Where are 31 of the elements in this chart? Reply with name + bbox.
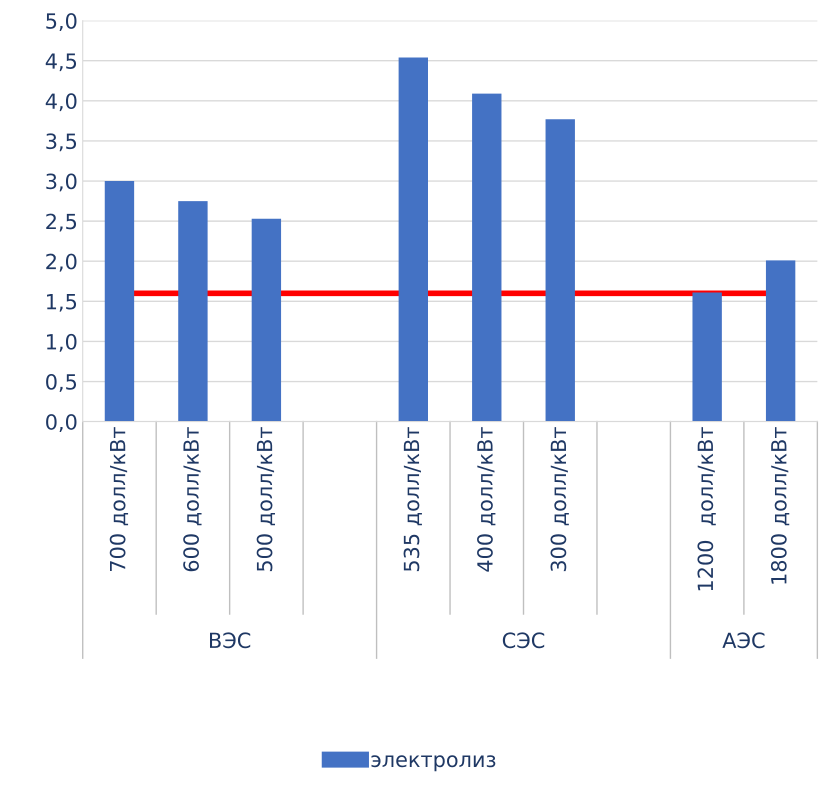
- x-tick-label: 400 долл/кВт: [477, 427, 496, 572]
- bar: [398, 58, 428, 422]
- legend-label: электролиз: [372, 755, 496, 772]
- y-tick-label: 2,5: [46, 214, 76, 232]
- bar: [178, 201, 208, 422]
- y-tick-label: 1,0: [47, 334, 76, 352]
- bar: [472, 94, 502, 422]
- y-tick-label: 0,5: [46, 374, 76, 392]
- x-tick-label: 1200 долл/кВт: [697, 427, 716, 590]
- text: СЭС: [502, 632, 544, 648]
- bar: [546, 119, 575, 422]
- y-tick-label: 4,5: [46, 53, 76, 72]
- x-tick-label: 600 долл/кВт: [183, 427, 202, 572]
- x-tick-label: 535 долл/кВт: [404, 427, 422, 572]
- y-tick-label: 0,0: [46, 414, 76, 432]
- y-tick-label: 5,0: [46, 13, 76, 31]
- y-tick-label: 2,0: [46, 254, 76, 272]
- text: АЭС: [722, 632, 764, 648]
- bar: [766, 260, 796, 422]
- y-tick-label: 3,5: [46, 133, 76, 152]
- y-tick-label: 1,5: [47, 294, 76, 312]
- bar: [252, 218, 282, 422]
- x-tick-label: 700 долл/кВт: [110, 427, 128, 571]
- x-tick-label: 500 долл/кВт: [256, 427, 276, 572]
- y-tick-label: 3,0: [46, 173, 76, 192]
- y-tick-label: 4,0: [46, 93, 76, 112]
- x-tick-label: 300 долл/кВт: [550, 427, 569, 572]
- text: ВЭС: [210, 632, 250, 648]
- x-tick-label: 1800 долл/кВт: [770, 427, 790, 584]
- bar: [104, 181, 134, 422]
- bar: [692, 292, 722, 422]
